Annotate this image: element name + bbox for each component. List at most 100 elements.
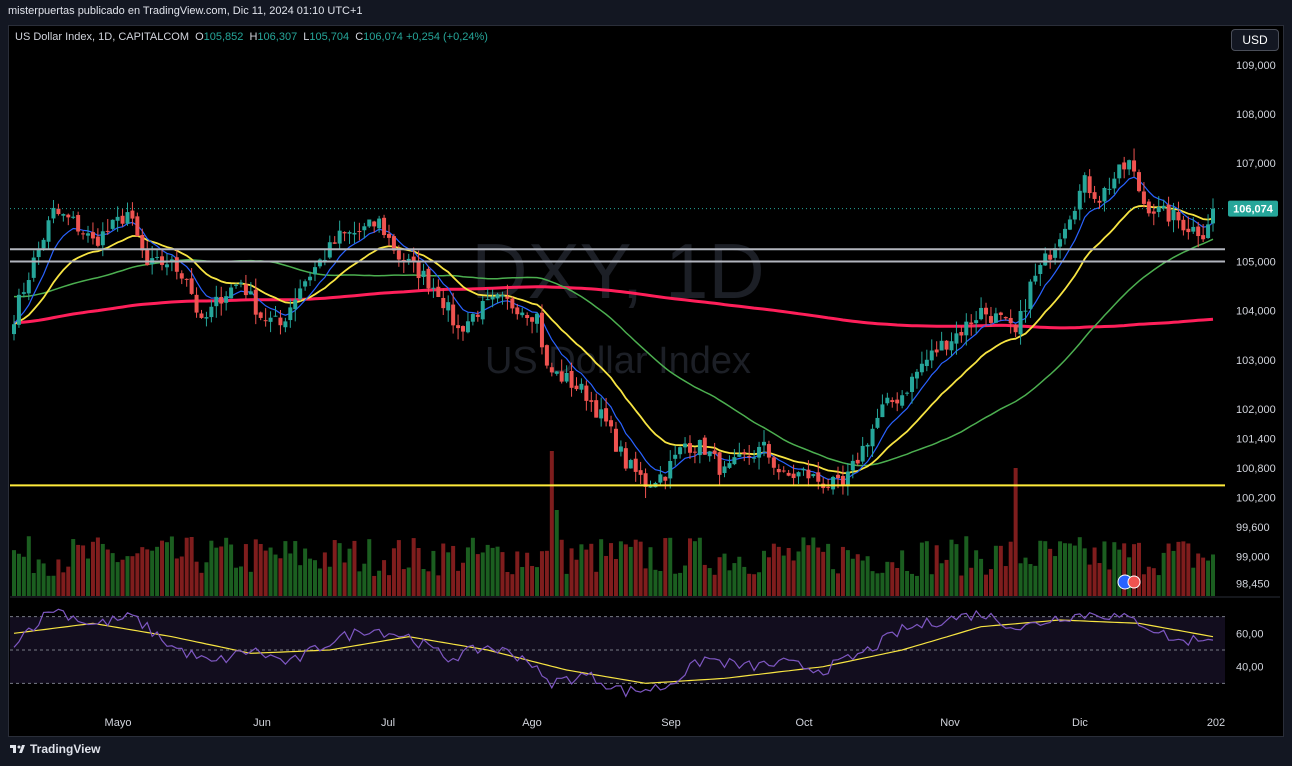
candle-body <box>806 469 811 479</box>
time-tick-label: Sep <box>661 717 681 729</box>
brand-name: TradingView <box>30 742 101 756</box>
candle-body <box>801 468 806 471</box>
volume-bar <box>1176 541 1181 596</box>
candle-body <box>1112 178 1117 189</box>
candle-body <box>747 456 752 458</box>
volume-bar <box>76 544 81 596</box>
volume-bar <box>1211 554 1215 596</box>
candle-body <box>26 280 31 294</box>
volume-bar <box>1087 564 1092 596</box>
ema-20-line <box>13 204 1214 475</box>
volume-bar <box>998 545 1003 596</box>
volume-bar <box>485 544 490 596</box>
time-tick-label: Oct <box>795 717 812 729</box>
price-tick-label: 103,000 <box>1236 355 1276 367</box>
candle-body <box>436 286 441 297</box>
candle-body <box>569 370 574 388</box>
candle-body <box>1211 208 1215 224</box>
volume-bar <box>717 557 722 596</box>
candle-body <box>332 242 337 244</box>
volume-bar <box>544 550 549 596</box>
event-flag-icon <box>1127 575 1141 589</box>
volume-bar <box>1003 566 1008 596</box>
volume-bar <box>396 540 401 596</box>
candle-body <box>347 232 352 234</box>
candle-body <box>56 208 61 215</box>
candle-body <box>105 230 110 232</box>
candle-body <box>312 267 317 275</box>
volume-bar <box>880 572 885 596</box>
candle-body <box>465 321 470 333</box>
candle-body <box>135 216 140 237</box>
candle-body <box>411 256 416 262</box>
low-label: L <box>303 31 310 43</box>
volume-bar <box>1156 575 1161 596</box>
candle-body <box>1018 311 1023 335</box>
volume-bar <box>1082 548 1087 596</box>
volume-bar <box>609 543 614 596</box>
candle-body <box>100 231 105 246</box>
candle-body <box>1058 239 1063 247</box>
volume-bar <box>229 544 234 596</box>
candle-body <box>515 307 520 315</box>
volume-bar <box>604 555 609 596</box>
candle-body <box>510 298 515 309</box>
volume-bar <box>332 540 337 596</box>
candle-body <box>613 428 618 452</box>
time-tick-label: 202 <box>1207 717 1225 729</box>
volume-bar <box>1141 574 1146 596</box>
volume-bar <box>727 570 732 596</box>
volume-bar <box>554 510 559 596</box>
volume-bar <box>312 560 317 596</box>
candle-body <box>831 476 836 490</box>
volume-bar <box>1171 550 1176 596</box>
volume-bar <box>1028 564 1033 596</box>
volume-bar <box>90 541 95 596</box>
candle-body <box>929 350 934 361</box>
volume-bar <box>12 550 16 596</box>
candle-body <box>781 470 786 472</box>
volume-bar <box>885 561 890 596</box>
volume-bar <box>1018 563 1023 596</box>
candle-body <box>668 461 673 479</box>
volume-bar <box>382 560 387 596</box>
volume-bar <box>204 562 209 596</box>
volume-bar <box>549 451 554 596</box>
tradingview-logo[interactable]: TradingView <box>10 742 100 756</box>
candle-body <box>21 292 26 294</box>
candle-body <box>303 281 308 287</box>
watermark-subtitle: US Dollar Index <box>485 340 751 382</box>
volume-bar <box>352 540 357 596</box>
volume-bar <box>988 569 993 596</box>
volume-bar <box>791 560 796 596</box>
volume-bar <box>939 563 944 596</box>
volume-bar <box>31 572 36 596</box>
candle-body <box>219 297 224 304</box>
volume-bar <box>495 546 500 596</box>
candle-body <box>495 294 500 299</box>
volume-bar <box>845 550 850 596</box>
candle-body <box>742 452 747 454</box>
candle-body <box>1003 316 1008 319</box>
volume-bar <box>100 543 105 596</box>
candle-body <box>386 233 391 238</box>
volume-bar <box>673 573 678 596</box>
candle-body <box>184 278 189 280</box>
currency-button[interactable]: USD <box>1231 29 1279 51</box>
volume-bar <box>771 543 776 596</box>
volume-bar <box>752 574 757 596</box>
candle-body <box>1156 207 1161 213</box>
candle-body <box>727 463 732 468</box>
volume-bar <box>1181 541 1186 596</box>
candle-body <box>648 485 653 488</box>
candle-body <box>855 459 860 464</box>
volume-bar <box>801 537 806 596</box>
volume-bar <box>934 545 939 596</box>
candle-body <box>194 294 199 313</box>
candle-body <box>1097 200 1102 203</box>
candle-body <box>900 395 905 406</box>
candle-body <box>1077 190 1082 210</box>
volume-bar <box>821 551 826 596</box>
price-tick-label: 104,000 <box>1236 306 1276 318</box>
